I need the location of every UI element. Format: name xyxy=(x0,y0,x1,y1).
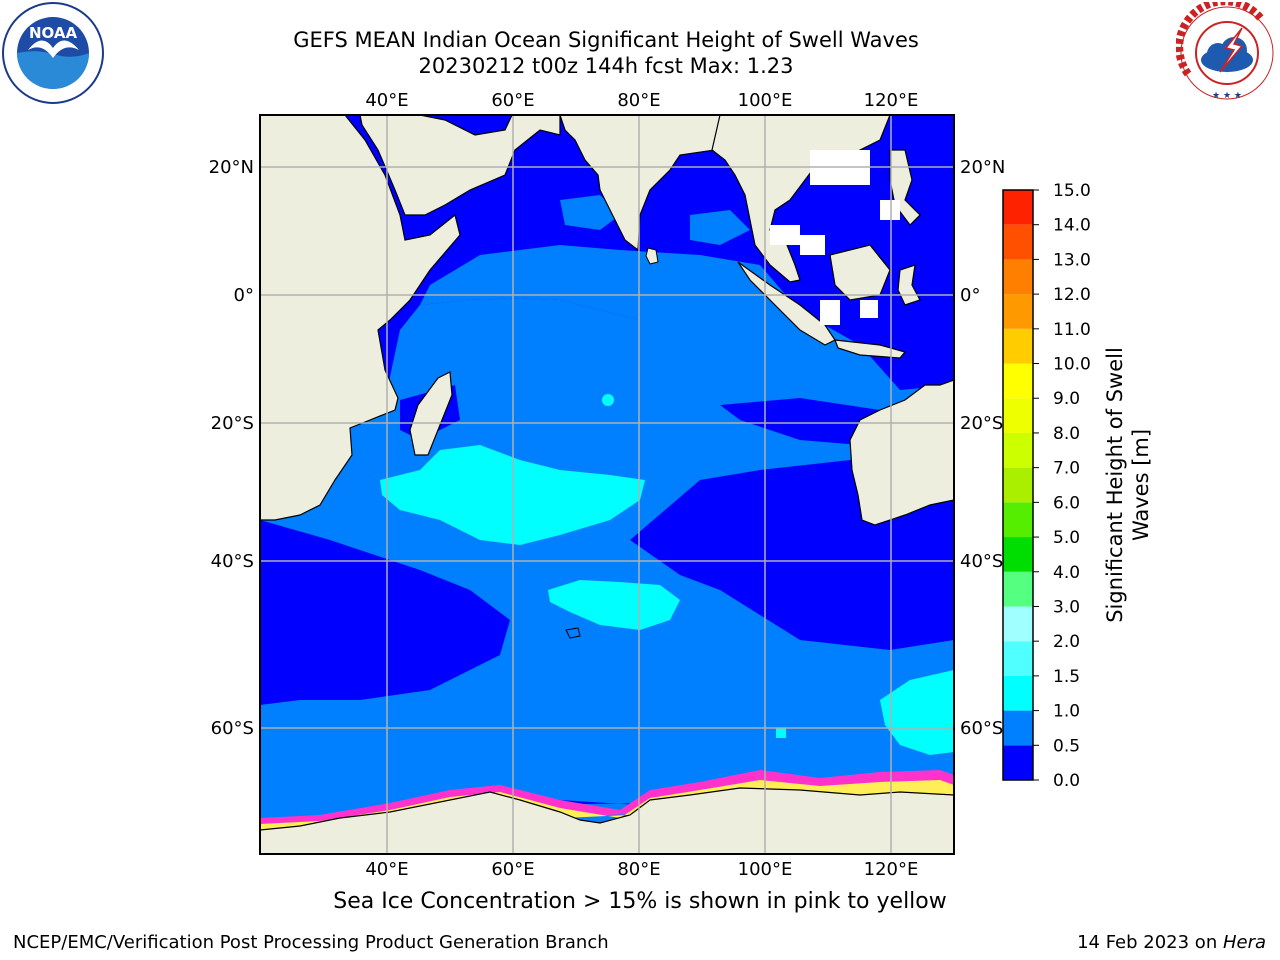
map-frame xyxy=(259,114,955,855)
sri-lanka xyxy=(645,247,659,265)
lat-label-right: 20°S xyxy=(960,413,1003,434)
colorbar-tick-label: 5.0 xyxy=(1053,528,1080,548)
colorbar-tick-label: 8.0 xyxy=(1053,424,1080,444)
africa xyxy=(260,115,461,521)
lon-label-bottom: 100°E xyxy=(738,859,793,880)
colorbar-segment xyxy=(1003,675,1033,711)
noaa-logo-icon: NOAA xyxy=(2,2,104,104)
swell-high-spot xyxy=(602,394,614,406)
colorbar-segment xyxy=(1003,328,1033,364)
colorbar-tick-label: 4.0 xyxy=(1053,563,1080,583)
chart-title: GEFS MEAN Indian Ocean Significant Heigh… xyxy=(293,28,919,52)
colorbar-tick-label: 0.0 xyxy=(1053,771,1080,791)
colorbar-tick-label: 12.0 xyxy=(1053,285,1091,305)
nws-logo-icon: ★ ★ ★ xyxy=(1176,2,1276,102)
colorbar-tick-label: 9.0 xyxy=(1053,389,1080,409)
swell-mid-patch-arabian xyxy=(560,195,620,230)
colorbar-tick-label: 15.0 xyxy=(1053,181,1091,201)
noaa-logo-text: NOAA xyxy=(29,24,78,42)
footer-date: 14 Feb 2023 on Hera xyxy=(1077,932,1266,953)
colorbar-title-line1: Significant Height of Swell xyxy=(1103,347,1127,623)
colorbar-frame xyxy=(1002,189,1034,781)
arabia xyxy=(359,115,561,216)
sea-ice-caption: Sea Ice Concentration > 15% is shown in … xyxy=(333,889,947,914)
colorbar-segment xyxy=(1003,467,1033,503)
colorbar-tick-label: 13.0 xyxy=(1053,250,1091,270)
lon-label-top: 80°E xyxy=(617,90,660,111)
kerguelen-island xyxy=(565,627,581,639)
colorbar: 0.0 0.5 1.0 1.5 2.0 3.0 4.0 5.0 6.0 7.0 8.0 9.0 10.0… xyxy=(1002,181,1091,791)
colorbar-tick-label: 2.0 xyxy=(1053,632,1080,652)
lon-label-top: 40°E xyxy=(365,90,408,111)
swell-low-south xyxy=(260,520,510,705)
colorbar-tick-label: 10.0 xyxy=(1053,355,1091,375)
colorbar-segment xyxy=(1003,190,1033,225)
colorbar-segment xyxy=(1003,606,1033,642)
lat-label-left: 40°S xyxy=(211,551,254,572)
lon-label-bottom: 40°E xyxy=(365,859,408,880)
colorbar-segment xyxy=(1003,398,1033,433)
colorbar-segment xyxy=(1003,710,1033,746)
footer-credit: NCEP/EMC/Verification Post Processing Pr… xyxy=(13,932,609,953)
colorbar-segment xyxy=(1003,259,1033,295)
colorbar-segment xyxy=(1003,294,1033,329)
colorbar-tick-label: 6.0 xyxy=(1053,493,1080,513)
colorbar-segment xyxy=(1003,432,1033,468)
australia xyxy=(849,379,954,526)
graticule xyxy=(260,115,954,854)
colorbar-tick-label: 3.0 xyxy=(1053,597,1080,617)
lat-label-right: 60°S xyxy=(960,718,1003,739)
java xyxy=(834,339,907,359)
lat-label-right: 20°N xyxy=(960,157,1005,178)
lon-label-top: 100°E xyxy=(738,90,793,111)
lat-label-left: 60°S xyxy=(211,718,254,739)
swell-mid-patch-bengal xyxy=(690,210,750,245)
svg-text:★ ★ ★: ★ ★ ★ xyxy=(1212,91,1242,101)
lat-label-left: 0° xyxy=(234,285,254,306)
colorbar-segment xyxy=(1003,224,1033,260)
lat-label-left: 20°S xyxy=(211,413,254,434)
chart-subtitle: 20230212 t00z 144h fcst Max: 1.23 xyxy=(418,54,794,78)
colorbar-segment xyxy=(1003,745,1033,780)
colorbar-tick-label: 1.5 xyxy=(1053,667,1080,687)
lon-label-bottom: 60°E xyxy=(491,859,534,880)
lat-label-left: 20°N xyxy=(209,157,254,178)
colorbar-segment xyxy=(1003,502,1033,538)
colorbar-title-line2: Waves [m] xyxy=(1129,428,1153,542)
colorbar-tick-label: 1.0 xyxy=(1053,702,1080,722)
lon-label-bottom: 120°E xyxy=(864,859,919,880)
colorbar-tick-label: 11.0 xyxy=(1053,320,1091,340)
india xyxy=(559,115,721,252)
colorbar-segment xyxy=(1003,363,1033,399)
antarctica xyxy=(260,787,954,854)
colorbar-segment xyxy=(1003,641,1033,676)
swell-high-spot-2 xyxy=(776,728,786,738)
lat-label-right: 40°S xyxy=(960,551,1003,572)
madagascar xyxy=(409,371,453,456)
footer-host: Hera xyxy=(1222,932,1266,953)
colorbar-tick-label: 7.0 xyxy=(1053,459,1080,479)
footer-date-text: 14 Feb 2023 on xyxy=(1077,932,1223,953)
lon-label-top: 120°E xyxy=(864,90,919,111)
colorbar-segment xyxy=(1003,571,1033,607)
colorbar-tick-label: 0.5 xyxy=(1053,736,1080,756)
colorbar-segment xyxy=(1003,537,1033,572)
lon-label-bottom: 80°E xyxy=(617,859,660,880)
swell-high-patch-2 xyxy=(548,580,680,630)
lat-label-right: 0° xyxy=(960,285,980,306)
colorbar-tick-label: 14.0 xyxy=(1053,216,1091,236)
swell-high-patch-3 xyxy=(880,670,954,755)
map-area xyxy=(260,115,954,854)
lon-label-top: 60°E xyxy=(491,90,534,111)
